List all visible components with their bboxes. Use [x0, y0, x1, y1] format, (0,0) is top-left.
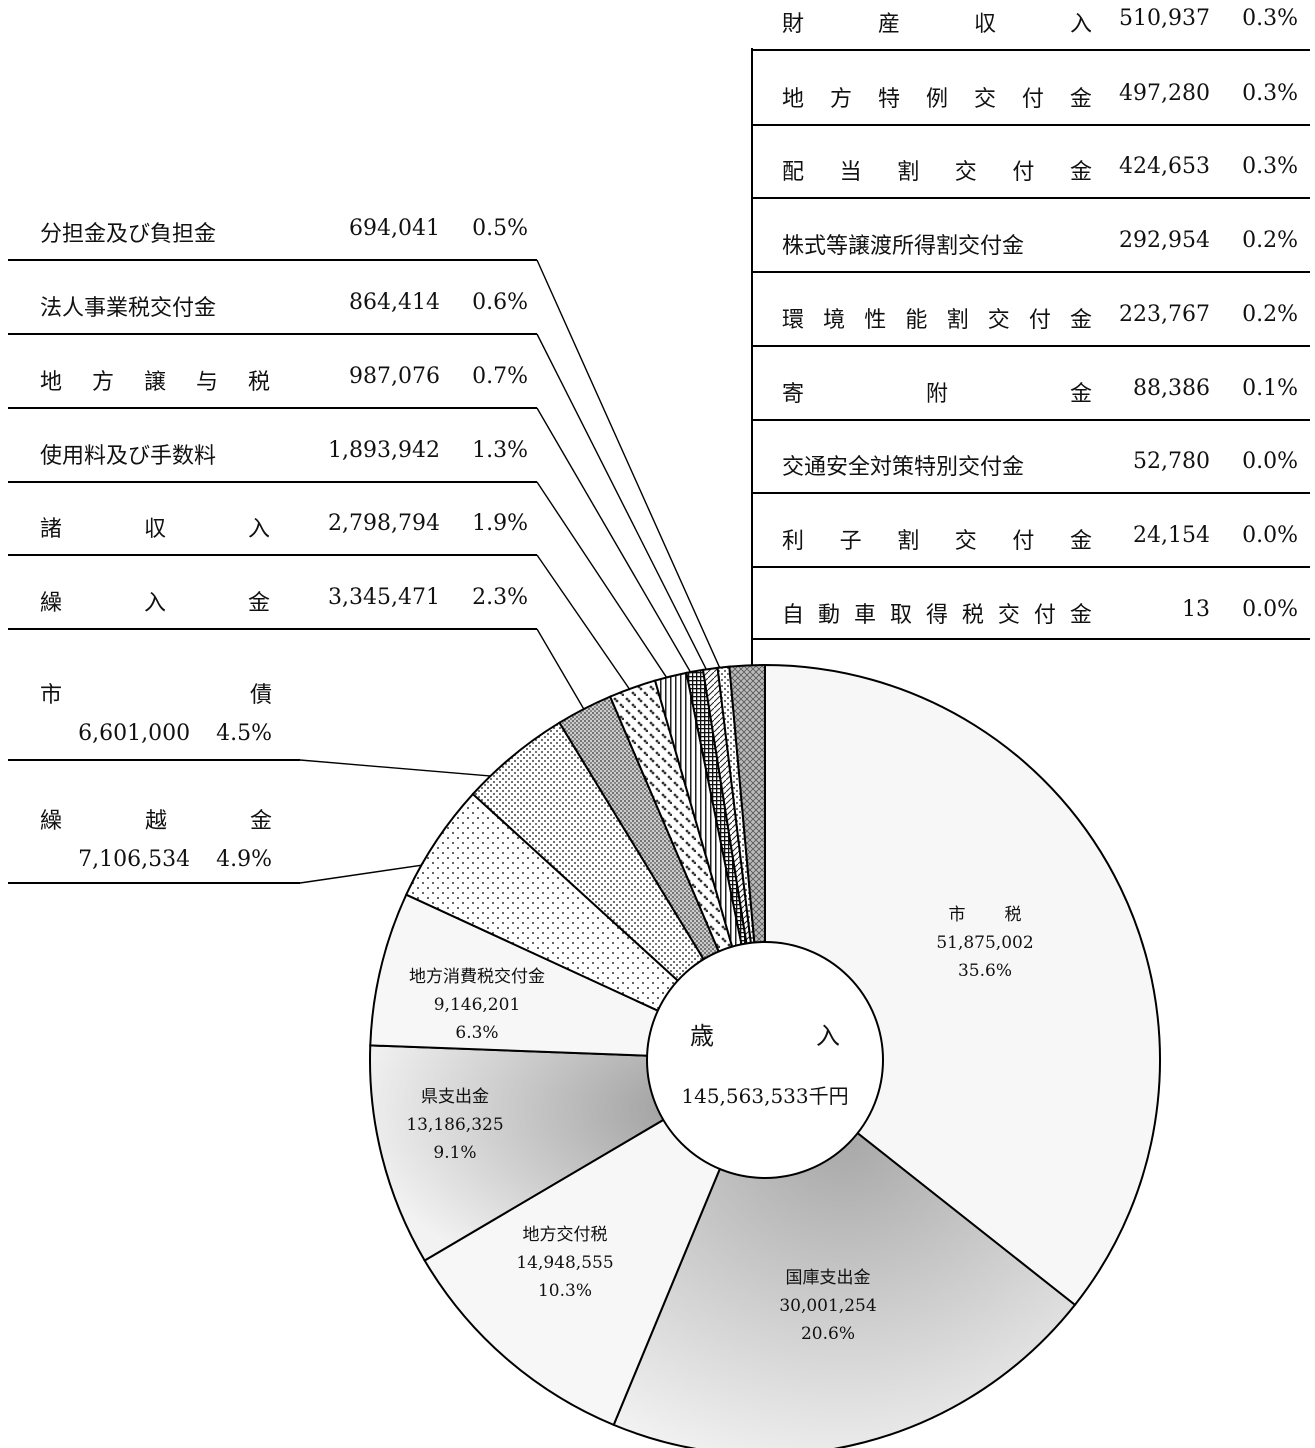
slice-label-percent: 10.3%: [538, 1281, 592, 1301]
legend-label-value: 13: [1182, 597, 1210, 622]
legend-label-value: 2,798,794: [328, 511, 440, 536]
slice-label-value: 14,948,555: [516, 1253, 613, 1273]
pie-inner-labels: 市税 51,875,002 35.6% 国庫支出金 30,001,254 20.6% 地方交…: [406, 905, 1033, 1344]
legend-label-name: 諸収入: [40, 517, 270, 542]
slice-label-percent: 9.1%: [433, 1143, 476, 1163]
legend-label: 交通安全対策特別交付金 52,780 0.0%: [782, 449, 1298, 480]
slice-label-value: 51,875,002: [936, 933, 1033, 953]
legend-label-percent: 0.3%: [1242, 81, 1298, 106]
legend-label-name: 財産収入: [782, 12, 1092, 37]
slice-label-percent: 35.6%: [958, 961, 1012, 981]
slice-label-percent: 6.3%: [455, 1023, 498, 1043]
center-title-char: 歳: [690, 1022, 714, 1050]
pie-slice: [423, 1057, 768, 1427]
legend-label-percent: 0.0%: [1242, 523, 1298, 548]
legend-label-percent: 2.3%: [472, 585, 528, 610]
leader-line: [536, 554, 637, 700]
legend-label-percent: 0.1%: [1242, 376, 1298, 401]
legend-label: 地方特例交付金 497,280 0.3%: [782, 81, 1298, 112]
legend-label-percent: 1.3%: [472, 438, 528, 463]
legend-label-value: 223,767: [1119, 302, 1210, 327]
legend-label-value: 52,780: [1133, 449, 1210, 474]
legend-label-value: 510,937: [1119, 6, 1210, 31]
slice-label-percent: 20.6%: [801, 1324, 855, 1344]
legend-label-name: 地方譲与税: [40, 370, 270, 395]
center-total: 145,563,533千円: [681, 1084, 849, 1108]
legend-label-name: 自動車取得税交付金: [782, 603, 1092, 628]
pie-slice: [764, 663, 1161, 1307]
legend-label-name: 使用料及び手数料: [40, 444, 217, 469]
legend-label: 株式等譲渡所得割交付金 292,954 0.2%: [782, 228, 1298, 259]
legend-label-name: 地方特例交付金: [782, 87, 1092, 112]
center-title: 歳 入: [690, 1016, 840, 1051]
legend-label: 使用料及び手数料 1,893,942 1.3%: [40, 438, 528, 469]
legend-label-name: 繰入金: [40, 591, 270, 616]
slice-label-name: 地方交付税: [523, 1225, 608, 1245]
legend-label-name: 分担金及び負担金: [40, 222, 217, 247]
legend-label-percent: 0.7%: [472, 364, 528, 389]
legend-label: 地方譲与税 987,076 0.7%: [40, 364, 528, 395]
legend-label: 分担金及び負担金 694,041 0.5%: [40, 216, 528, 247]
slice-label-name: 国庫支出金: [786, 1268, 871, 1288]
leader-line: [536, 259, 726, 680]
slice-label-value: 13,186,325: [406, 1115, 503, 1135]
legend-label-value: 3,345,471: [328, 585, 440, 610]
legend-label: 配当割交付金 424,653 0.3%: [782, 154, 1298, 185]
slice-label-name: 地方消費税交付金: [409, 967, 545, 987]
legend-label-value: 24,154: [1133, 523, 1210, 548]
legend-label: 寄附金 88,386 0.1%: [782, 376, 1298, 407]
slice-label-value: 30,001,254: [779, 1296, 876, 1316]
legend-label-percent: 0.3%: [1242, 6, 1298, 31]
leader-line: [536, 628, 591, 720]
slice-label-name: 県支出金: [421, 1087, 489, 1107]
legend-label-name: 利子割交付金: [782, 529, 1092, 554]
pie-center-hole: [646, 941, 884, 1179]
legend-label-percent: 4.5%: [216, 721, 272, 746]
legend-label-percent: 0.2%: [1242, 302, 1298, 327]
legend-label-value: 1,893,942: [328, 438, 440, 463]
legend-label-value: 6,601,000: [78, 721, 191, 746]
legend-label-value: 88,386: [1133, 376, 1210, 401]
legend-label-value: 292,954: [1119, 228, 1210, 253]
legend-label-percent: 1.9%: [472, 511, 528, 536]
legend-label-name: 配当割交付金: [782, 160, 1092, 185]
legend-label: 利子割交付金 24,154 0.0%: [782, 523, 1298, 554]
legend-label-value: 7,106,534: [78, 847, 191, 872]
legend-label-percent: 0.6%: [472, 290, 528, 315]
leader-line: [536, 333, 713, 681]
legend-label: 繰入金 3,345,471 2.3%: [40, 585, 528, 616]
legend-label: 市債 6,601,000 4.5%: [40, 677, 272, 746]
slice-label-name: 市税: [949, 905, 1022, 925]
legend-label-percent: 0.5%: [472, 216, 528, 241]
legend-label-percent: 0.0%: [1242, 449, 1298, 474]
center-title-char: 入: [816, 1022, 840, 1050]
legend-label-percent: 0.3%: [1242, 154, 1298, 179]
legend-label: 繰越金 7,106,534 4.9%: [40, 803, 272, 872]
legend-label-name: 株式等譲渡所得割交付金: [782, 234, 1025, 259]
legend-label-value: 694,041: [349, 216, 440, 241]
legend-label: 環境性能割交付金 223,767 0.2%: [782, 302, 1298, 333]
leader-line: [536, 407, 698, 684]
legend-label-name: 法人事業税交付金: [40, 296, 217, 321]
legend-label-name: 寄附金: [782, 382, 1092, 407]
legend-label-name: 交通安全対策特別交付金: [782, 455, 1025, 480]
legend-label-name: 環境性能割交付金: [782, 308, 1092, 333]
pie-slices: [369, 663, 1161, 1448]
legend-label-value: 497,280: [1119, 81, 1210, 106]
legend-label-value: 987,076: [349, 364, 440, 389]
legend-label-percent: 0.0%: [1242, 597, 1298, 622]
legend-label: 自動車取得税交付金 13 0.0%: [782, 597, 1298, 628]
legend-label-value: 864,414: [349, 290, 440, 315]
legend-label-percent: 0.2%: [1242, 228, 1298, 253]
legend-label-percent: 4.9%: [216, 847, 272, 872]
leader-line: [536, 481, 675, 689]
legend-label: 財産収入 510,937 0.3%: [782, 6, 1298, 37]
legend-label-name: 市債: [40, 683, 272, 708]
legend-label: 法人事業税交付金 864,414 0.6%: [40, 290, 528, 321]
legend-label: 諸収入 2,798,794 1.9%: [40, 511, 528, 542]
legend-label-value: 424,653: [1119, 154, 1210, 179]
slice-label-value: 9,146,201: [434, 995, 521, 1015]
legend-label-name: 繰越金: [40, 809, 272, 834]
